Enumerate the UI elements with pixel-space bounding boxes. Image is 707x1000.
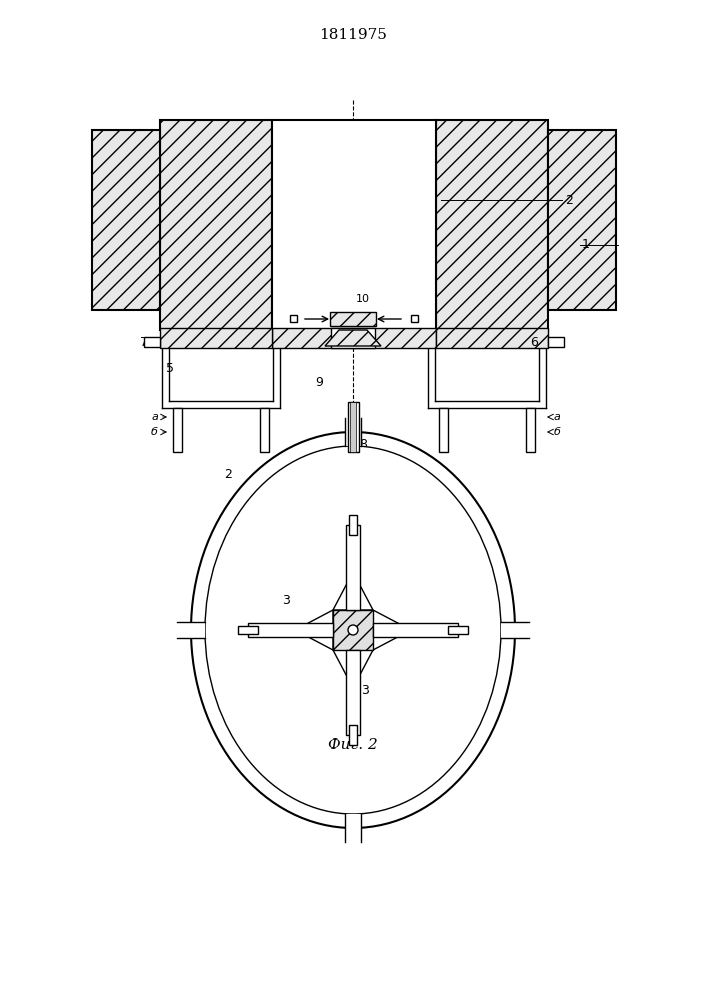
Bar [331,328,375,348]
Text: 2: 2 [565,194,573,207]
Text: 8: 8 [359,438,367,452]
Text: Фиг. 2: Фиг. 2 [328,738,378,752]
Text: 3: 3 [282,593,290,606]
Bar [348,402,359,452]
Text: а: а [554,412,561,422]
Text: 7: 7 [140,336,148,349]
Bar [290,315,297,322]
Text: 2: 2 [224,468,232,482]
Bar [248,623,333,637]
Bar [238,626,258,634]
Bar [331,328,375,348]
Polygon shape [272,328,436,348]
Text: б: б [151,427,158,437]
Bar [548,337,564,347]
Polygon shape [373,610,411,650]
Bar [373,623,458,637]
Polygon shape [325,330,381,346]
Bar [272,120,436,330]
Polygon shape [160,328,272,348]
Bar [526,408,535,452]
Text: 1: 1 [582,238,590,251]
Bar [349,515,357,535]
Bar [345,814,361,842]
Text: 9: 9 [315,375,323,388]
Bar [346,650,360,735]
Text: б: б [554,427,561,437]
Polygon shape [92,130,160,310]
Polygon shape [333,650,373,688]
Circle shape [348,625,358,635]
Text: 3: 3 [361,684,369,696]
Polygon shape [333,610,373,650]
Ellipse shape [205,446,501,814]
Polygon shape [548,130,616,310]
Polygon shape [295,610,333,650]
Text: 5: 5 [166,361,174,374]
Bar [144,337,160,347]
Bar [330,312,376,326]
Bar [346,525,360,610]
Bar [173,408,182,452]
Text: 10: 10 [356,294,370,304]
Text: 1811975: 1811975 [319,28,387,42]
Bar [411,315,418,322]
Bar [177,622,205,638]
Polygon shape [436,120,548,330]
Polygon shape [333,572,373,610]
Bar [501,622,529,638]
Bar [349,725,357,745]
Text: 6: 6 [530,336,538,349]
Polygon shape [160,120,272,330]
Bar [260,408,269,452]
Ellipse shape [191,432,515,828]
Bar [439,408,448,452]
Polygon shape [436,328,548,348]
Bar [350,402,356,452]
Bar [345,418,361,446]
Bar [448,626,468,634]
Text: а: а [151,412,158,422]
